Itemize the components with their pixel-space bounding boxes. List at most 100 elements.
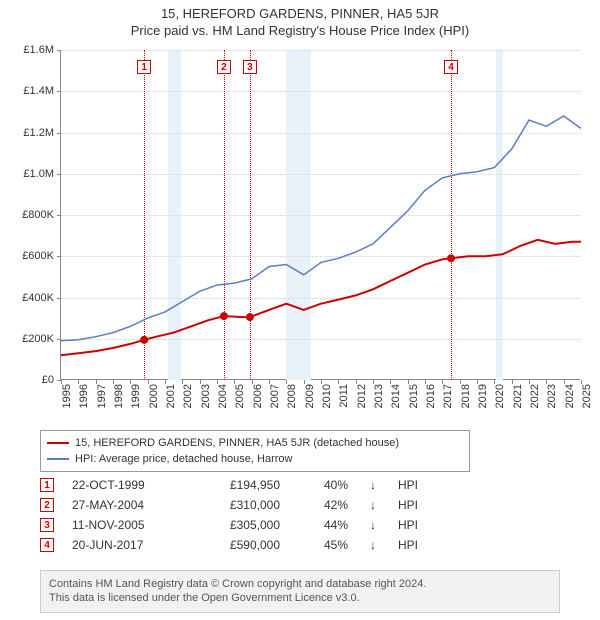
xtick-label: 2006 bbox=[252, 384, 264, 408]
transaction-dot bbox=[220, 312, 228, 320]
down-arrow-icon: ↓ bbox=[366, 478, 380, 492]
xtick-label: 1995 bbox=[61, 384, 73, 408]
xtick-label: 1996 bbox=[78, 384, 90, 408]
transaction-row: 1 22-OCT-1999 £194,950 40% ↓ HPI bbox=[40, 475, 560, 495]
xtick-label: 2001 bbox=[165, 384, 177, 408]
xtick-label: 2017 bbox=[442, 384, 454, 408]
xtick-label: 2002 bbox=[182, 384, 194, 408]
xtick-label: 2022 bbox=[529, 384, 541, 408]
xtick-label: 1998 bbox=[113, 384, 125, 408]
transaction-price: £194,950 bbox=[190, 478, 280, 492]
xtick-label: 2021 bbox=[512, 384, 524, 408]
xtick-label: 1997 bbox=[96, 384, 108, 408]
transaction-number: 4 bbox=[40, 538, 54, 552]
series-hpi bbox=[61, 116, 581, 341]
transaction-marker-box: 4 bbox=[444, 60, 458, 74]
footer-attribution: Contains HM Land Registry data © Crown c… bbox=[40, 570, 560, 613]
transaction-marker-box: 1 bbox=[137, 60, 151, 74]
xtick-label: 2009 bbox=[304, 384, 316, 408]
transaction-price: £305,000 bbox=[190, 518, 280, 532]
xtick-label: 2019 bbox=[477, 384, 489, 408]
ytick-label: £1.2M bbox=[4, 127, 54, 139]
xtick-label: 2012 bbox=[356, 384, 368, 408]
transaction-vs: HPI bbox=[398, 538, 418, 552]
transaction-date: 27-MAY-2004 bbox=[72, 498, 172, 512]
transaction-vs: HPI bbox=[398, 478, 418, 492]
transaction-date: 20-JUN-2017 bbox=[72, 538, 172, 552]
ytick-label: £600K bbox=[4, 250, 54, 262]
transaction-date: 22-OCT-1999 bbox=[72, 478, 172, 492]
footer-line: This data is licensed under the Open Gov… bbox=[49, 591, 551, 605]
ytick-label: £0 bbox=[4, 374, 54, 386]
title-address: 15, HEREFORD GARDENS, PINNER, HA5 5JR bbox=[0, 6, 600, 21]
transaction-row: 4 20-JUN-2017 £590,000 45% ↓ HPI bbox=[40, 535, 560, 555]
ytick-mark bbox=[57, 133, 61, 134]
transaction-row: 3 11-NOV-2005 £305,000 44% ↓ HPI bbox=[40, 515, 560, 535]
legend-swatch bbox=[47, 458, 69, 460]
xtick-label: 2004 bbox=[217, 384, 229, 408]
legend-swatch bbox=[47, 442, 69, 444]
transaction-marker-box: 2 bbox=[217, 60, 231, 74]
down-arrow-icon: ↓ bbox=[366, 538, 380, 552]
transaction-vs: HPI bbox=[398, 518, 418, 532]
transaction-price: £590,000 bbox=[190, 538, 280, 552]
legend-label: 15, HEREFORD GARDENS, PINNER, HA5 5JR (d… bbox=[75, 435, 399, 451]
ytick-label: £1.4M bbox=[4, 85, 54, 97]
transaction-row: 2 27-MAY-2004 £310,000 42% ↓ HPI bbox=[40, 495, 560, 515]
ytick-label: £400K bbox=[4, 292, 54, 304]
xtick-label: 2014 bbox=[390, 384, 402, 408]
xtick-label: 2024 bbox=[564, 384, 576, 408]
transaction-number: 2 bbox=[40, 498, 54, 512]
transaction-dot bbox=[246, 313, 254, 321]
xtick-label: 2011 bbox=[338, 384, 350, 408]
xtick-label: 2008 bbox=[286, 384, 298, 408]
legend-row: HPI: Average price, detached house, Harr… bbox=[47, 451, 463, 467]
ytick-label: £1.0M bbox=[4, 168, 54, 180]
transaction-pct: 42% bbox=[298, 498, 348, 512]
chart-area: 1995199619971998199920002001200220032004… bbox=[60, 50, 580, 380]
xtick-label: 2010 bbox=[321, 384, 333, 408]
ytick-label: £1.6M bbox=[4, 44, 54, 56]
ytick-label: £800K bbox=[4, 209, 54, 221]
legend-box: 15, HEREFORD GARDENS, PINNER, HA5 5JR (d… bbox=[40, 430, 470, 472]
page-container: 15, HEREFORD GARDENS, PINNER, HA5 5JR Pr… bbox=[0, 0, 600, 620]
ytick-mark bbox=[57, 215, 61, 216]
transaction-number: 1 bbox=[40, 478, 54, 492]
ytick-mark bbox=[57, 174, 61, 175]
transactions-block: 1 22-OCT-1999 £194,950 40% ↓ HPI 2 27-MAY-2004 £… bbox=[40, 475, 560, 555]
ytick-mark bbox=[57, 50, 61, 51]
transaction-date: 11-NOV-2005 bbox=[72, 518, 172, 532]
ytick-mark bbox=[57, 256, 61, 257]
xtick-label: 2016 bbox=[425, 384, 437, 408]
legend-label: HPI: Average price, detached house, Harr… bbox=[75, 451, 292, 467]
chart-svg bbox=[61, 50, 581, 380]
down-arrow-icon: ↓ bbox=[366, 498, 380, 512]
transaction-pct: 44% bbox=[298, 518, 348, 532]
title-subtitle: Price paid vs. HM Land Registry's House … bbox=[0, 23, 600, 38]
transaction-vs: HPI bbox=[398, 498, 418, 512]
xtick-label: 2003 bbox=[200, 384, 212, 408]
xtick-label: 2013 bbox=[373, 384, 385, 408]
down-arrow-icon: ↓ bbox=[366, 518, 380, 532]
transaction-dot bbox=[447, 254, 455, 262]
ytick-label: £200K bbox=[4, 333, 54, 345]
xtick-label: 1999 bbox=[130, 384, 142, 408]
legend-row: 15, HEREFORD GARDENS, PINNER, HA5 5JR (d… bbox=[47, 435, 463, 451]
xtick-label: 2015 bbox=[408, 384, 420, 408]
transaction-pct: 40% bbox=[298, 478, 348, 492]
xtick-label: 2025 bbox=[581, 384, 593, 408]
xtick-label: 2020 bbox=[494, 384, 506, 408]
title-block: 15, HEREFORD GARDENS, PINNER, HA5 5JR Pr… bbox=[0, 0, 600, 38]
transaction-dot bbox=[140, 336, 148, 344]
transaction-marker-box: 3 bbox=[243, 60, 257, 74]
transaction-number: 3 bbox=[40, 518, 54, 532]
ytick-mark bbox=[57, 339, 61, 340]
footer-line: Contains HM Land Registry data © Crown c… bbox=[49, 577, 551, 591]
ytick-mark bbox=[57, 298, 61, 299]
xtick-label: 2018 bbox=[460, 384, 472, 408]
xtick-label: 2005 bbox=[234, 384, 246, 408]
plot-region: 1995199619971998199920002001200220032004… bbox=[60, 50, 580, 380]
transaction-pct: 45% bbox=[298, 538, 348, 552]
xtick-label: 2000 bbox=[148, 384, 160, 408]
transaction-price: £310,000 bbox=[190, 498, 280, 512]
